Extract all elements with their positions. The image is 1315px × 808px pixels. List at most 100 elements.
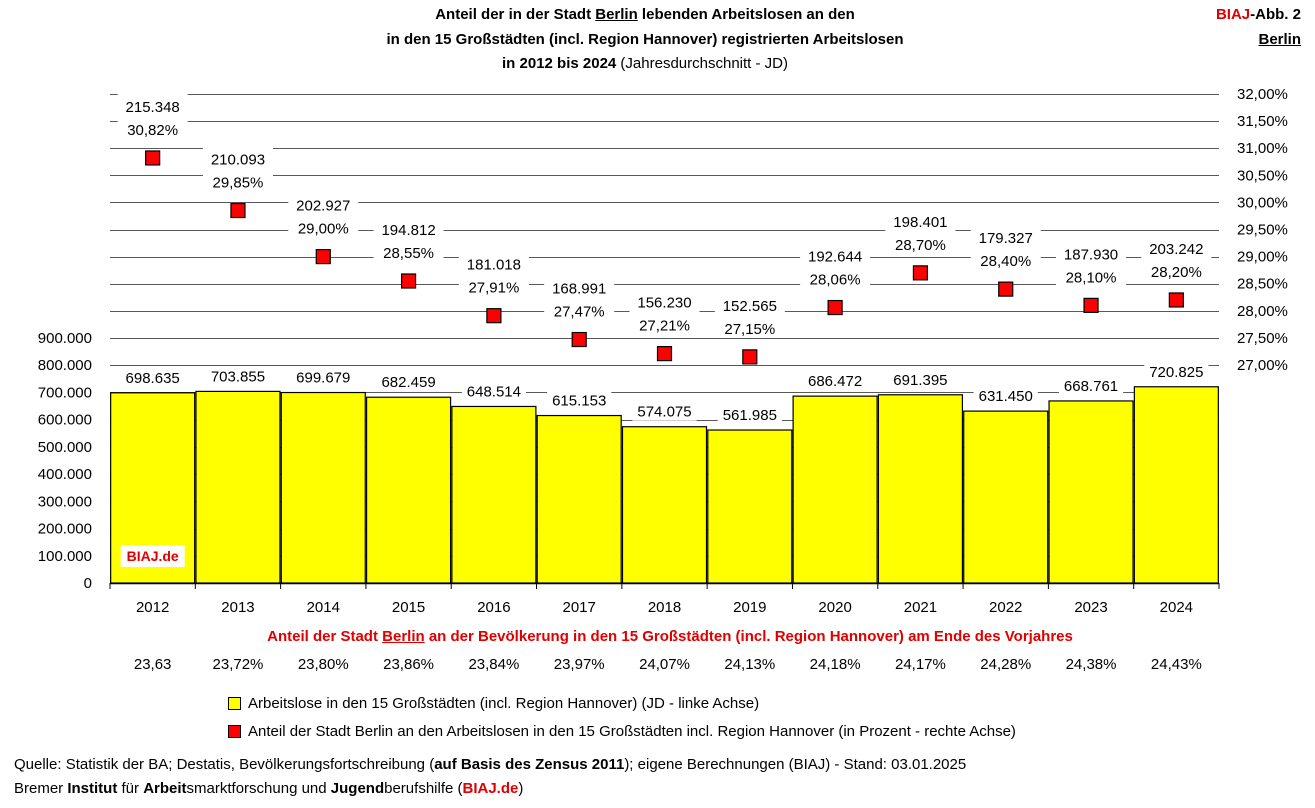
population-share-value: 24,38% <box>1065 656 1117 673</box>
population-share-value: 23,84% <box>468 656 520 673</box>
bar-label: 631.450 <box>979 388 1033 405</box>
source-text: ); eigene Berechnungen (BIAJ) - Stand: 0… <box>624 756 967 773</box>
population-share-value: 23,80% <box>297 656 349 673</box>
biaj-link[interactable]: BIAJ.de <box>462 780 519 797</box>
source-note: Quelle: Statistik der BA; Destatis, Bevö… <box>14 756 966 774</box>
x-tick-label: 2015 <box>392 599 425 616</box>
x-tick-label: 2021 <box>904 599 937 616</box>
marker-count-label: 179.327 <box>979 230 1033 247</box>
marker <box>998 281 1014 297</box>
marker-label-bg <box>544 273 615 320</box>
left-tick-label: 300.000 <box>38 493 92 510</box>
right-tick-label: 29,00% <box>1237 249 1288 266</box>
marker-percent-label: 28,10% <box>1066 269 1117 286</box>
population-share-value: 24,18% <box>809 656 861 673</box>
institute-text: Bremer <box>14 780 68 797</box>
marker-label-bg <box>714 290 785 337</box>
marker-percent-label: 28,20% <box>1151 264 1202 281</box>
bar-label: 691.395 <box>893 372 947 389</box>
marker-label-bg <box>117 91 188 138</box>
legend-swatch-bars <box>228 696 241 710</box>
left-tick-label: 800.000 <box>38 357 92 374</box>
x-tick-label: 2022 <box>989 599 1022 616</box>
bar <box>877 394 964 584</box>
chart-title-line-3: in 2012 bis 2024 (Jahresdurchschnitt - J… <box>300 55 990 73</box>
population-share-value: 24,13% <box>724 656 776 673</box>
bar-label: 668.761 <box>1064 378 1118 395</box>
marker <box>230 202 246 219</box>
bar <box>1133 386 1219 584</box>
right-tick-label: 31,50% <box>1237 113 1288 130</box>
bar-label-bg <box>717 405 782 425</box>
x-tick-label: 2020 <box>818 599 851 616</box>
marker <box>486 308 502 324</box>
bar-label-bg <box>120 367 185 387</box>
caption-text: Anteil der Stadt <box>267 628 383 645</box>
title-period: in 2012 bis 2024 <box>502 55 617 72</box>
left-tick-label: 200.000 <box>38 521 92 538</box>
x-tick-label: 2012 <box>136 599 169 616</box>
institute-bold: Arbeit <box>143 780 187 797</box>
marker-count-label: 215.348 <box>126 99 180 116</box>
marker <box>571 331 587 348</box>
legend-swatch-markers <box>228 724 241 738</box>
caption-text: an der Bevölkerung in den 15 Großstädten… <box>424 628 1073 645</box>
population-share-value: 23,97% <box>553 656 605 673</box>
bar-label: 682.459 <box>381 374 435 391</box>
figure-badge: BIAJ-Abb. 2 <box>1216 6 1301 24</box>
x-tick-label: 2019 <box>733 599 766 616</box>
title-text: lebenden Arbeitslosen an den <box>637 6 855 23</box>
bar <box>1048 400 1134 584</box>
bar-label-bg <box>1058 375 1124 395</box>
population-share-value: 23,86% <box>383 656 434 673</box>
chart-title-line-1: Anteil der in der Stadt Berlin lebenden … <box>300 6 990 24</box>
marker-label-bg <box>970 223 1041 270</box>
x-tick-label: 2017 <box>563 599 596 616</box>
institute-text: ) <box>518 780 524 797</box>
left-tick-label: 400.000 <box>38 466 92 483</box>
x-tick-label: 2023 <box>1074 599 1107 616</box>
marker-percent-label: 29,85% <box>213 175 264 192</box>
legend-bars: Arbeitslose in den 15 Großstädten (incl.… <box>228 695 759 713</box>
bar-label: 703.855 <box>211 368 265 385</box>
marker-percent-label: 28,40% <box>980 253 1031 270</box>
watermark-bg <box>120 545 185 567</box>
right-tick-label: 28,00% <box>1237 303 1288 320</box>
marker-label-bg <box>629 287 700 334</box>
marker-count-label: 156.230 <box>637 295 691 312</box>
marker <box>742 349 758 365</box>
marker <box>145 150 161 166</box>
bar-label-bg <box>376 372 441 392</box>
x-tick-label: 2013 <box>221 599 254 616</box>
marker-count-label: 168.991 <box>552 281 606 298</box>
bar-label-bg <box>461 381 526 401</box>
population-share-caption: Anteil der Stadt Berlin an der Bevölkeru… <box>120 628 1220 645</box>
population-share-row: 23,63 23,72% 23,80% 23,86% 23,84% 23,97% 24,07… <box>0 656 1315 676</box>
bar-label-bg <box>291 367 356 387</box>
marker <box>1168 292 1184 308</box>
bar <box>963 410 1049 584</box>
marker-percent-label: 27,15% <box>724 321 775 338</box>
bar-label: 698.635 <box>126 370 180 387</box>
legend-label-bars: Arbeitslose in den 15 Großstädten (incl.… <box>248 695 760 712</box>
marker-percent-label: 28,06% <box>810 272 861 289</box>
marker-percent-label: 28,70% <box>895 237 946 254</box>
bar-label: 615.153 <box>552 393 606 410</box>
marker-label-bg <box>885 206 956 253</box>
chart-svg: 698.635 703.855 699.679 682.459 648.514 615.1… <box>38 86 1288 616</box>
institute-line: Bremer Institut für Arbeitsmarktforschun… <box>14 780 523 798</box>
institute-bold: Jugend <box>330 780 385 797</box>
bar-label: 699.679 <box>296 370 350 387</box>
bar-label: 574.075 <box>637 404 691 421</box>
title-text: Anteil der in der Stadt <box>435 6 596 23</box>
marker-label-bg <box>373 214 444 261</box>
marker-series: 215.348 30,82% 210.093 29,85% 202.927 29,00% 1… <box>117 91 1212 365</box>
watermark: BIAJ.de <box>127 548 179 564</box>
marker-label-bg <box>202 144 273 191</box>
bar <box>792 395 878 584</box>
bar <box>451 405 537 584</box>
x-tick-label: 2016 <box>477 599 510 616</box>
marker-count-label: 202.927 <box>296 198 350 215</box>
bar-label-bg <box>632 401 697 421</box>
bar-label: 648.514 <box>467 383 521 400</box>
